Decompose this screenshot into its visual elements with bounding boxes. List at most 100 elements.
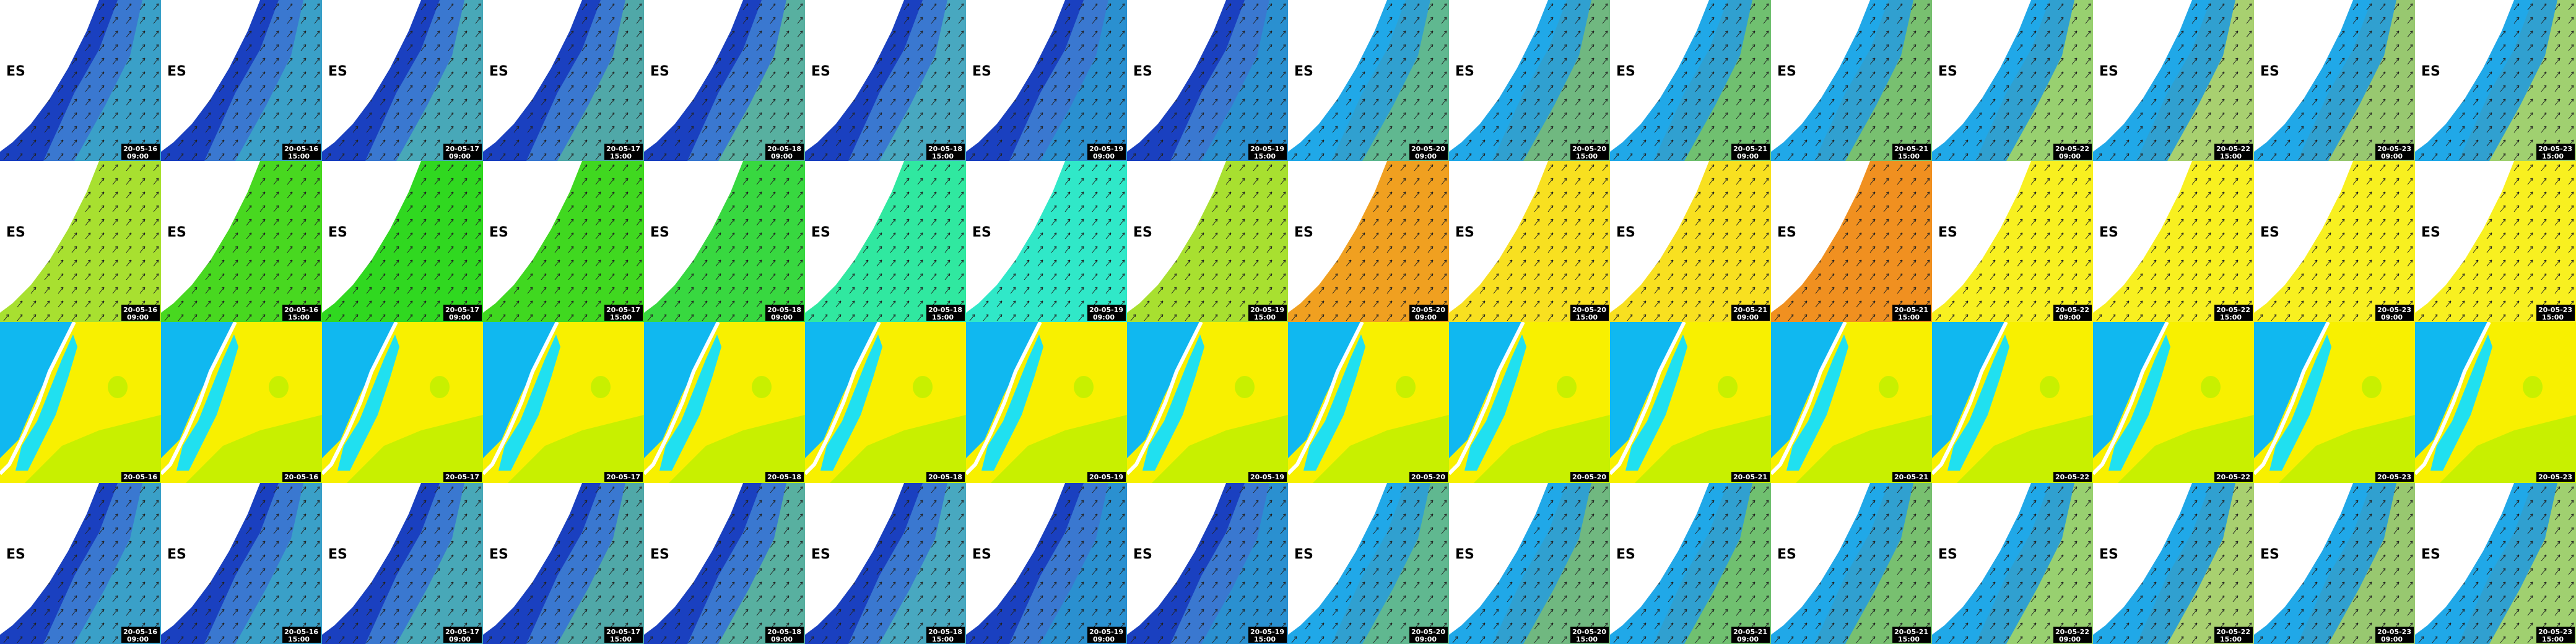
- sea-zone: [269, 376, 289, 398]
- label-box: [1409, 305, 1448, 321]
- country-label: ES: [1133, 64, 1152, 79]
- label-box: [1087, 472, 1126, 482]
- time-label: 15:00: [1898, 313, 1920, 321]
- country-label: ES: [1294, 547, 1313, 562]
- coast: [0, 322, 76, 476]
- sea-zone: [2040, 376, 2060, 398]
- map-tile: 20-05-18: [644, 322, 805, 483]
- label-box: [1087, 305, 1126, 321]
- land: [644, 0, 743, 152]
- land: [161, 483, 260, 635]
- time-label: 15:00: [2220, 635, 2242, 643]
- time-label: 15:00: [1254, 635, 1276, 643]
- time-label: 15:00: [610, 313, 632, 321]
- time-label: 15:00: [2542, 313, 2564, 321]
- date-label: 20-05-16: [284, 473, 318, 481]
- country-label: ES: [167, 64, 186, 79]
- date-label: 20-05-23: [2538, 145, 2572, 153]
- date-label: 20-05-17: [606, 473, 640, 481]
- land: [1610, 161, 1709, 313]
- label-box: [2214, 305, 2253, 321]
- date-label: 20-05-21: [1894, 628, 1928, 636]
- time-label: 15:00: [2542, 635, 2564, 643]
- coast: [1610, 322, 1686, 476]
- coast: [2254, 322, 2330, 476]
- map-tile: 20-05-23: [2254, 322, 2415, 483]
- time-label: 09:00: [449, 152, 471, 160]
- country-label: ES: [2260, 64, 2279, 79]
- label-box: [1892, 305, 1931, 321]
- sea-zone: [1142, 334, 1204, 471]
- date-label: 20-05-23: [2377, 145, 2411, 153]
- label-box: [1248, 144, 1287, 160]
- time-label: 15:00: [1898, 152, 1920, 160]
- time-label: 09:00: [1415, 635, 1437, 643]
- date-label: 20-05-22: [2216, 628, 2250, 636]
- label-box: [1248, 627, 1287, 643]
- label-box: [443, 305, 482, 321]
- country-label: ES: [2421, 225, 2440, 240]
- label-box: [765, 627, 804, 643]
- label-box: [121, 144, 160, 160]
- land: [1127, 483, 1226, 635]
- time-label: 09:00: [2381, 635, 2403, 643]
- sea-zone: [1625, 334, 1687, 471]
- label-box: [282, 627, 321, 643]
- map-tile: 20-05-20: [1288, 322, 1449, 483]
- date-label: 20-05-21: [1733, 306, 1767, 314]
- date-label: 20-05-20: [1572, 145, 1606, 153]
- time-label: 09:00: [1415, 152, 1437, 160]
- sea-zone: [1557, 376, 1577, 398]
- label-box: [926, 144, 965, 160]
- time-label: 09:00: [1093, 313, 1115, 321]
- time-label: 09:00: [771, 313, 793, 321]
- time-label: 15:00: [288, 313, 310, 321]
- land: [644, 483, 743, 635]
- sea-zone: [337, 334, 399, 471]
- label-box: [2053, 627, 2092, 643]
- date-label: 20-05-23: [2538, 628, 2572, 636]
- time-label: 15:00: [2542, 152, 2564, 160]
- date-label: 20-05-17: [445, 473, 479, 481]
- label-box: [2536, 627, 2575, 643]
- country-label: ES: [167, 547, 186, 562]
- date-label: 20-05-16: [284, 145, 318, 153]
- land: [1771, 483, 1870, 635]
- land: [1932, 0, 2031, 152]
- land: [2254, 161, 2353, 313]
- date-label: 20-05-23: [2538, 473, 2572, 481]
- sea-zone: [659, 334, 721, 471]
- label-box: [1731, 144, 1770, 160]
- sea-zone: [1718, 376, 1738, 398]
- time-label: 15:00: [2220, 313, 2242, 321]
- date-label: 20-05-18: [767, 306, 801, 314]
- label-box: [282, 144, 321, 160]
- land: [0, 483, 99, 635]
- label-box: [1409, 472, 1448, 482]
- sea-zone: [1396, 376, 1416, 398]
- label-box: [443, 144, 482, 160]
- country-label: ES: [2099, 225, 2118, 240]
- label-box: [926, 472, 965, 482]
- country-label: ES: [650, 547, 669, 562]
- land: [644, 161, 743, 313]
- country-label: ES: [1616, 225, 1635, 240]
- sea-zone: [176, 334, 238, 471]
- date-label: 20-05-18: [767, 145, 801, 153]
- label-box: [1570, 472, 1609, 482]
- date-label: 20-05-16: [123, 306, 157, 314]
- label-box: [2536, 472, 2575, 482]
